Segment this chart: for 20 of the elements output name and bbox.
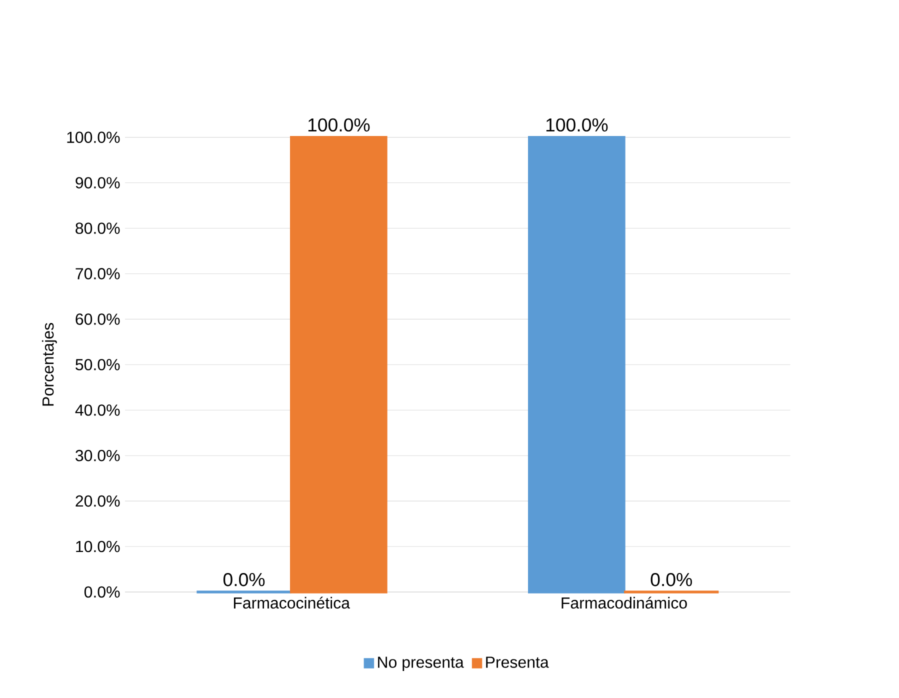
y-tick-label: 70.0%	[76, 268, 120, 280]
y-tick-label: 0.0%	[84, 586, 120, 598]
x-tick-label: Farmacocinética	[234, 596, 350, 609]
x-tick-label: Farmacodinámico	[562, 596, 687, 609]
y-tick-label: 40.0%	[75, 404, 120, 416]
y-tick-label: 90.0%	[76, 177, 120, 188]
y-tick-label: 10.0%	[76, 540, 120, 552]
y-axis-title: Porcentajes	[42, 322, 57, 406]
data-label: 0.0%	[223, 572, 265, 586]
y-tick-label: 60.0%	[76, 314, 120, 325]
legend-label: Presenta	[486, 656, 549, 668]
data-label: 100.0%	[546, 118, 608, 132]
y-tick-label: 30.0%	[76, 450, 120, 462]
data-label: 100.0%	[308, 118, 370, 132]
y-tick-label: 100.0%	[67, 132, 120, 143]
data-label: 0.0%	[650, 572, 692, 586]
legend-label: No presenta	[378, 656, 464, 672]
y-tick-label: 80.0%	[76, 222, 120, 234]
y-tick-label: 50.0%	[76, 358, 120, 370]
y-tick-label: 20.0%	[76, 495, 120, 507]
